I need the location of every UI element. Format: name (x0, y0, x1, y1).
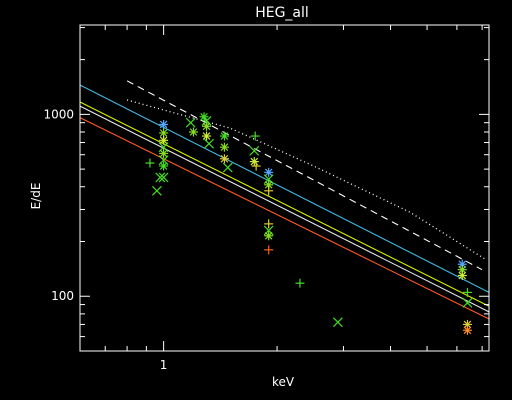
marker-stroke (264, 168, 273, 177)
data-point-plus (264, 219, 274, 229)
data-point-asterisk (219, 131, 229, 141)
data-point-x (222, 162, 233, 173)
marker-stroke (202, 122, 211, 131)
data-point-asterisk (159, 148, 169, 158)
reference-lines (79, 80, 490, 320)
series-line-solid (79, 101, 490, 307)
marker-stroke (204, 138, 214, 149)
marker-stroke (250, 157, 259, 166)
marker-stroke (158, 172, 169, 183)
data-point-asterisk (264, 231, 274, 241)
marker-stroke (463, 320, 472, 329)
data-point-asterisk (462, 325, 472, 335)
marker-stroke (458, 260, 467, 269)
data-point-asterisk (264, 167, 274, 177)
marker-stroke (458, 271, 467, 280)
series-line-dashed (126, 80, 483, 271)
data-point-asterisk (457, 271, 467, 281)
data-point-asterisk (159, 161, 169, 171)
series-line-solid (79, 84, 490, 293)
marker-stroke (159, 149, 168, 158)
data-point-plus (462, 287, 472, 297)
y-axis-label: E/dE (29, 183, 43, 210)
plot-frame (79, 24, 490, 352)
data-point-asterisk (159, 119, 169, 129)
x-tick-label: 1 (160, 358, 168, 372)
series-line-solid (79, 117, 490, 320)
marker-stroke (200, 112, 208, 121)
data-points (145, 112, 473, 335)
x-axis-label: keV (272, 375, 295, 389)
data-point-plus (145, 158, 155, 168)
series-line-dotted (126, 99, 488, 261)
data-point-plus (264, 245, 274, 255)
chart-title: HEG_all (255, 5, 309, 21)
data-point-plus (264, 186, 274, 196)
data-point-x (249, 145, 260, 156)
marker-stroke (220, 132, 229, 140)
marker-stroke (155, 172, 166, 183)
data-point-asterisk (457, 265, 467, 275)
data-point-asterisk (249, 157, 259, 167)
data-point-x (155, 172, 166, 183)
data-point-asterisk (219, 154, 229, 164)
data-point-x (204, 138, 214, 149)
marker-stroke (189, 128, 198, 136)
data-point-asterisk (219, 142, 229, 152)
marker-stroke (463, 326, 472, 335)
data-point-asterisk (199, 112, 209, 122)
marker-stroke (462, 297, 473, 308)
data-point-plus (295, 278, 305, 288)
marker-stroke (159, 162, 168, 170)
marker-stroke (159, 129, 168, 137)
axes: 100 1000 1 (43, 24, 490, 372)
data-point-x (462, 297, 473, 308)
data-point-asterisk (188, 127, 198, 137)
data-point-x (185, 117, 196, 128)
marker-stroke (159, 136, 168, 145)
data-point-x (152, 185, 162, 196)
y-tick-label: 100 (51, 289, 74, 303)
marker-stroke (202, 132, 211, 140)
marker-stroke (222, 162, 233, 173)
marker-stroke (220, 143, 229, 151)
data-point-x (158, 172, 169, 183)
marker-stroke (152, 185, 162, 196)
marker-stroke (458, 265, 467, 274)
marker-stroke (185, 117, 196, 128)
marker-stroke (264, 180, 273, 189)
data-point-asterisk (159, 135, 169, 145)
marker-stroke (220, 154, 229, 163)
y-tick-label: 1000 (43, 107, 74, 121)
data-point-asterisk (202, 121, 212, 131)
data-point-x (332, 317, 343, 328)
marker-stroke (159, 120, 168, 129)
marker-stroke (264, 231, 273, 240)
data-point-plus (251, 161, 261, 171)
data-point-plus (250, 131, 260, 141)
marker-stroke (332, 317, 343, 328)
data-point-asterisk (202, 131, 212, 141)
marker-stroke (249, 145, 260, 156)
series-line-solid (79, 105, 490, 313)
